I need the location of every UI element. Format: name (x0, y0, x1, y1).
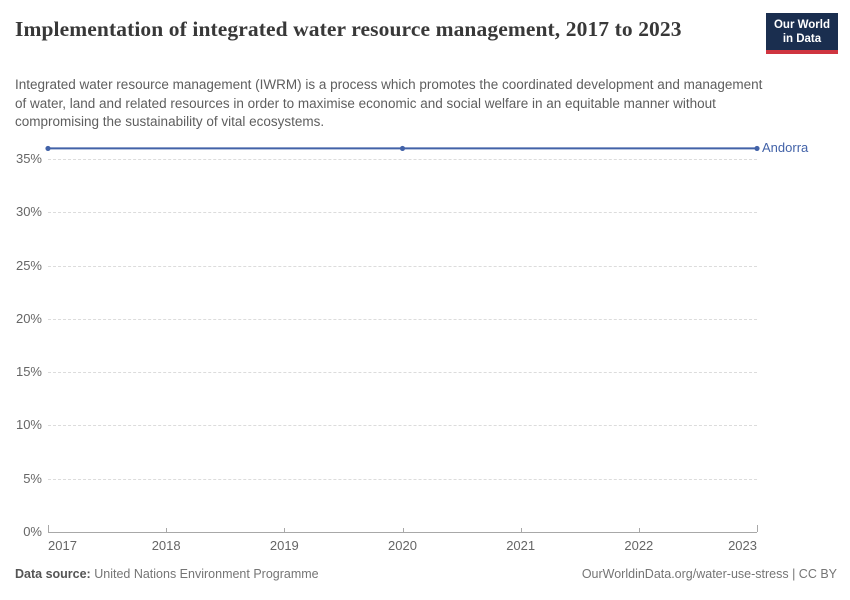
y-gridline (48, 212, 757, 214)
x-axis-tick (284, 528, 286, 532)
y-gridline (48, 425, 757, 427)
chart-title: Implementation of integrated water resou… (15, 17, 682, 41)
chart-subtitle: Integrated water resource management (IW… (15, 77, 763, 129)
series-label[interactable]: Andorra (762, 140, 809, 156)
y-gridline (48, 318, 757, 320)
y-tick-label: 15% (15, 364, 42, 380)
plot-area[interactable] (48, 140, 757, 532)
x-axis-tick (757, 525, 758, 532)
owid-logo-line1: Our World (773, 19, 830, 31)
owid-logo[interactable]: Our World in Data (765, 13, 838, 54)
footer-right: OurWorldinData.org/water-use-stress | CC… (582, 566, 837, 582)
y-tick-label: 0% (23, 524, 42, 539)
x-tick-label: 2017 (48, 538, 77, 553)
y-tick-label: 30% (15, 204, 42, 220)
y-tick-label: 5% (23, 470, 42, 486)
chart-footer: Data source: United Nations Environment … (15, 566, 837, 582)
x-axis-line (48, 532, 757, 533)
x-tick-label: 2020 (388, 538, 417, 553)
x-axis-tick (520, 528, 522, 532)
x-tick-label: 2019 (269, 538, 299, 553)
y-gridline (48, 159, 757, 161)
y-tick-label: 25% (15, 257, 42, 273)
y-tick-label: 10% (15, 417, 42, 433)
footer-separator: | (788, 567, 799, 581)
x-tick-label: 2023 (728, 538, 757, 553)
data-source-label: Data source: (15, 567, 91, 581)
y-gridline (48, 372, 757, 374)
x-axis-tick (166, 528, 168, 532)
x-axis-tick (402, 528, 404, 532)
x-tick-label: 2021 (506, 538, 536, 553)
x-tick-label: 2022 (624, 538, 654, 553)
chart: 0% 5% 10% 15% 20% 25% 30% 35% 2017 2018 2019 2020 20… (0, 140, 850, 560)
license-link[interactable]: CC BY (798, 567, 837, 581)
data-source: Data source: United Nations Environment … (15, 566, 319, 582)
data-source-value: United Nations Environment Programme (94, 567, 319, 581)
y-tick-label: 20% (15, 310, 42, 326)
owid-logo-line2: in Data (782, 33, 822, 45)
x-tick-label: 2018 (151, 538, 181, 553)
x-axis-tick (48, 525, 49, 532)
x-axis-tick (638, 528, 640, 532)
owid-url-link[interactable]: OurWorldinData.org/water-use-stress (581, 567, 789, 581)
y-gridline (48, 265, 757, 267)
y-gridline (48, 478, 757, 480)
y-tick-label: 35% (15, 151, 42, 167)
